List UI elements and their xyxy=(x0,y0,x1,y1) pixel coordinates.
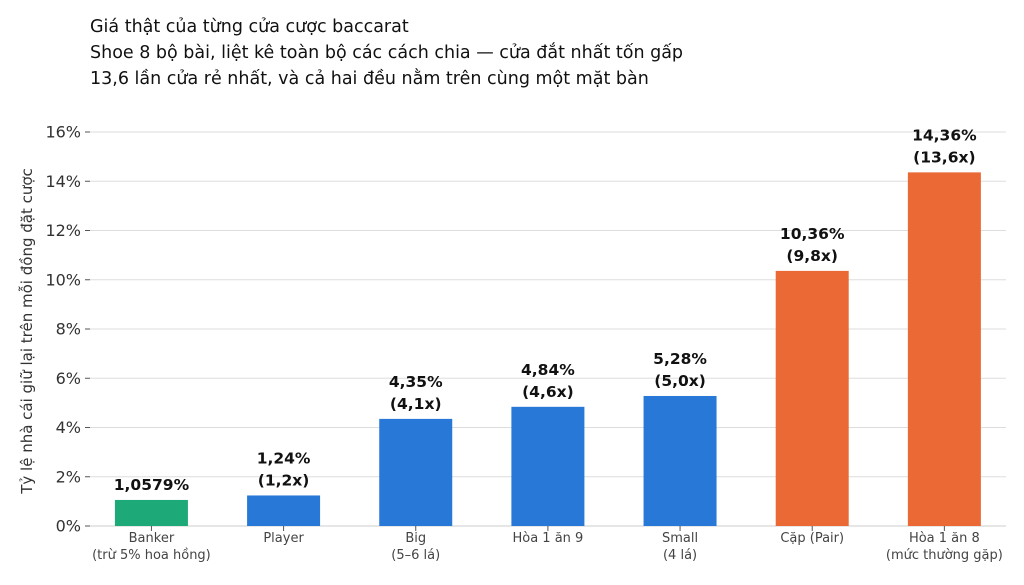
y-tick-label: 2% xyxy=(56,467,81,486)
data-label: (5,0x) xyxy=(654,372,706,390)
data-label: (4,6x) xyxy=(522,383,574,401)
data-label: 5,28% xyxy=(653,350,707,368)
y-tick-label: 10% xyxy=(45,270,81,289)
bar xyxy=(907,172,981,526)
y-tick-label: 14% xyxy=(45,172,81,191)
bar xyxy=(114,499,188,526)
bar xyxy=(511,406,585,526)
x-tick-label: Banker xyxy=(129,531,175,546)
bar xyxy=(379,418,453,526)
data-label: (13,6x) xyxy=(913,148,975,166)
x-tick-label: (mức thường gặp) xyxy=(886,548,1003,563)
y-tick-label: 8% xyxy=(56,320,81,339)
bar xyxy=(775,270,849,526)
x-tick-label: (4 lá) xyxy=(663,548,697,563)
data-label: 1,24% xyxy=(257,449,311,467)
x-tick-label: (trừ 5% hoa hồng) xyxy=(92,548,211,563)
data-label: 10,36% xyxy=(780,225,845,243)
y-tick-label: 4% xyxy=(56,418,81,437)
data-label: (4,1x) xyxy=(390,395,442,413)
data-label: 4,35% xyxy=(389,373,443,391)
x-tick-label: Small xyxy=(662,531,698,546)
bar xyxy=(247,495,321,526)
x-tick-label: Hòa 1 ăn 9 xyxy=(512,531,583,546)
chart-subtitle-line-1: Shoe 8 bộ bài, liệt kê toàn bộ các cách … xyxy=(90,43,684,63)
y-tick-label: 16% xyxy=(45,123,81,142)
y-tick-label: 6% xyxy=(56,369,81,388)
data-label: 14,36% xyxy=(912,126,977,144)
data-label: 4,84% xyxy=(521,361,575,379)
y-tick-label: 12% xyxy=(45,221,81,240)
x-tick-label: (5–6 lá) xyxy=(391,548,440,563)
y-axis-label: Tỷ lệ nhà cái giữ lại trên mỗi đồng đặt … xyxy=(18,168,36,495)
bar xyxy=(643,395,717,526)
data-label: (1,2x) xyxy=(258,471,310,489)
chart-subtitle-line-2: 13,6 lần cửa rẻ nhất, và cả hai đều nằm … xyxy=(90,69,649,89)
title-block: Giá thật của từng cửa cược baccarat Shoe… xyxy=(90,14,683,92)
chart-title: Giá thật của từng cửa cược baccarat xyxy=(90,17,409,37)
x-tick-label: Player xyxy=(263,531,304,546)
x-tick-label: Big xyxy=(405,531,426,546)
x-tick-label: Cặp (Pair) xyxy=(780,531,844,546)
y-tick-label: 0% xyxy=(56,517,81,536)
x-tick-label: Hòa 1 ăn 8 xyxy=(909,531,980,546)
data-label: (9,8x) xyxy=(786,247,838,265)
data-label: 1,0579% xyxy=(114,476,190,494)
